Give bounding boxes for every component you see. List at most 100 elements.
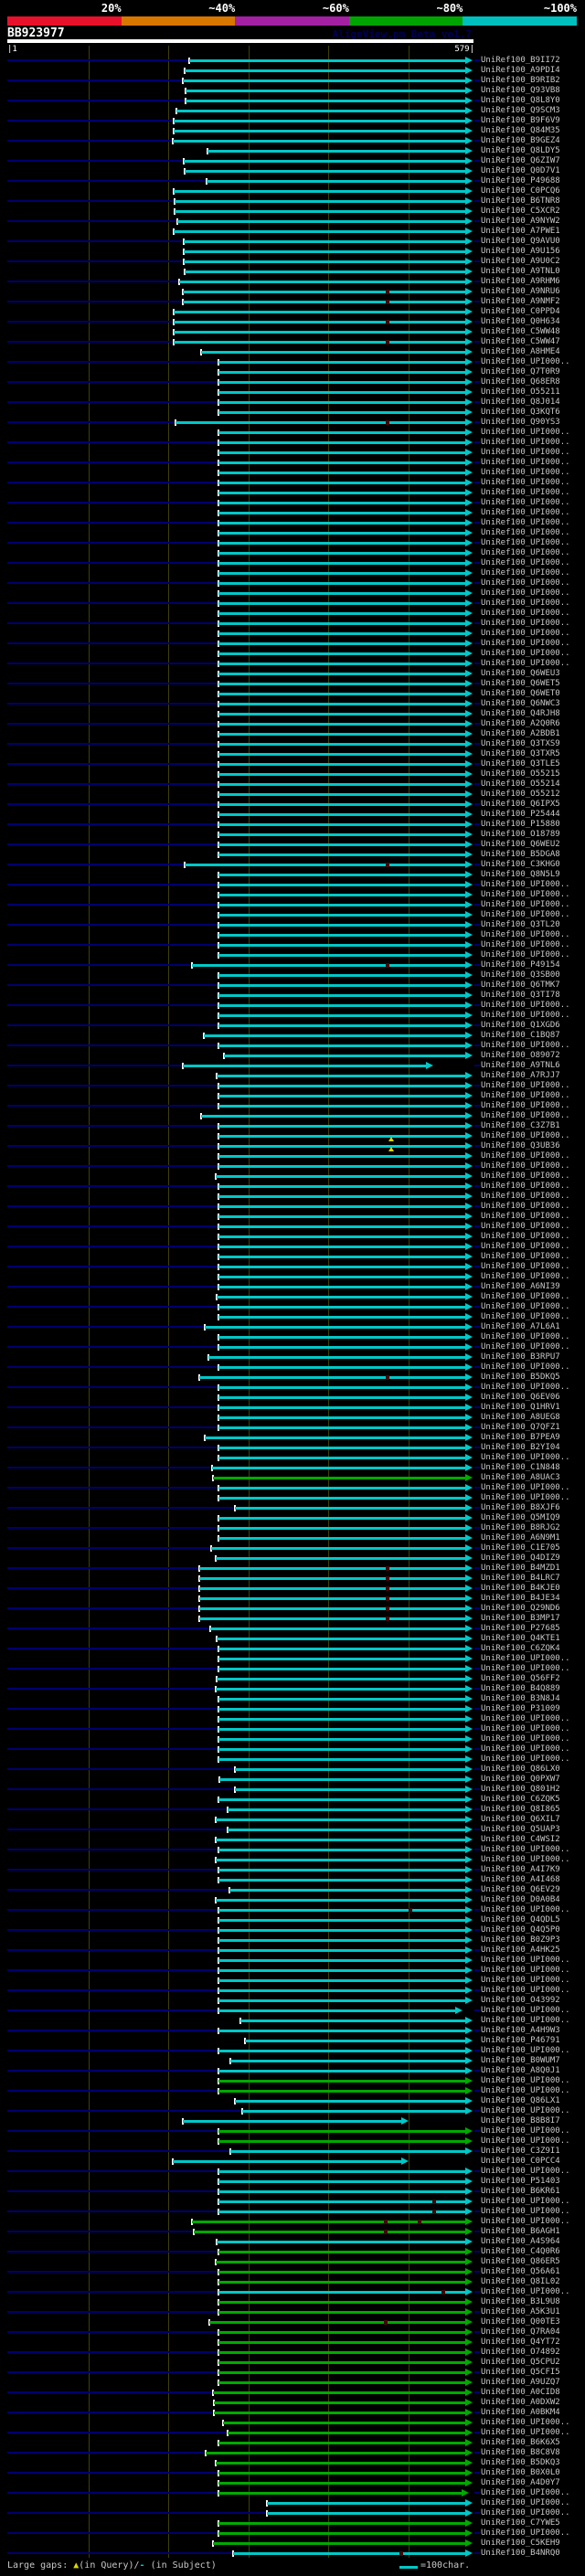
alignment-bar[interactable] — [218, 1938, 465, 1942]
hit-label[interactable]: UniRef100_A4S964 — [481, 2236, 560, 2246]
alignment-bar[interactable] — [234, 1506, 465, 1510]
hit-label[interactable]: UniRef100_UPI000.. — [481, 2427, 570, 2437]
hit-label[interactable]: UniRef100_P49154 — [481, 959, 560, 970]
hit-label[interactable]: UniRef100_Q56A61 — [481, 2266, 560, 2276]
hit-label[interactable]: UniRef100_B9F6V9 — [481, 115, 560, 125]
alignment-bar[interactable] — [218, 430, 465, 434]
alignment-bar[interactable] — [218, 440, 465, 444]
hit-label[interactable]: UniRef100_C7YWE5 — [481, 2518, 560, 2528]
alignment-bar[interactable] — [218, 1335, 465, 1339]
hit-label[interactable]: UniRef100_C1BQ87 — [481, 1030, 560, 1040]
alignment-bar[interactable] — [218, 551, 465, 555]
alignment-bar[interactable] — [218, 1918, 465, 1922]
hit-label[interactable]: UniRef100_Q93VB8 — [481, 85, 560, 95]
hit-label[interactable]: UniRef100_UPI000.. — [481, 1271, 570, 1281]
alignment-bar[interactable] — [222, 2421, 465, 2424]
hit-label[interactable]: UniRef100_A6N9M1 — [481, 1532, 560, 1542]
hit-label[interactable]: UniRef100_UPI000.. — [481, 1482, 570, 1492]
alignment-bar[interactable] — [218, 843, 465, 846]
alignment-bar[interactable] — [218, 380, 465, 384]
alignment-bar[interactable] — [218, 1848, 465, 1851]
hit-label[interactable]: UniRef100_UPI000.. — [481, 1301, 570, 1311]
hit-label[interactable]: UniRef100_UPI000.. — [481, 1251, 570, 1261]
alignment-bar[interactable] — [201, 350, 465, 354]
hit-label[interactable]: UniRef100_C5WW47 — [481, 336, 560, 346]
hit-label[interactable]: UniRef100_Q0PXW7 — [481, 1774, 560, 1784]
alignment-bar[interactable] — [199, 1596, 465, 1600]
alignment-bar[interactable] — [176, 109, 465, 112]
hit-label[interactable]: UniRef100_A5K3U1 — [481, 2306, 560, 2316]
alignment-bar[interactable] — [218, 652, 465, 655]
alignment-bar[interactable] — [218, 1315, 465, 1319]
hit-label[interactable]: UniRef100_B0WUM7 — [481, 2055, 560, 2065]
alignment-bar[interactable] — [218, 1446, 465, 1449]
hit-label[interactable]: UniRef100_B0X0L0 — [481, 2467, 560, 2477]
hit-label[interactable]: UniRef100_UPI000.. — [481, 1150, 570, 1161]
hit-label[interactable]: UniRef100_B4MZD1 — [481, 1563, 560, 1573]
alignment-bar[interactable] — [227, 1828, 465, 1831]
alignment-bar[interactable] — [218, 611, 465, 615]
alignment-bar[interactable] — [218, 1235, 465, 1238]
hit-label[interactable]: UniRef100_Q9AVU0 — [481, 236, 560, 246]
alignment-bar[interactable] — [218, 1747, 465, 1751]
hit-label[interactable]: UniRef100_Q84M35 — [481, 125, 560, 135]
alignment-bar[interactable] — [218, 511, 465, 514]
alignment-bar[interactable] — [205, 1436, 465, 1439]
alignment-bar[interactable] — [218, 1757, 465, 1761]
hit-label[interactable]: UniRef100_O55211 — [481, 387, 560, 397]
hit-label[interactable]: UniRef100_B6K6X5 — [481, 2437, 560, 2447]
alignment-bar[interactable] — [174, 229, 465, 233]
hit-label[interactable]: UniRef100_B8XJF6 — [481, 1502, 560, 1512]
hit-label[interactable]: UniRef100_B6TNR8 — [481, 196, 560, 206]
hit-label[interactable]: UniRef100_B3MP17 — [481, 1613, 560, 1623]
alignment-bar[interactable] — [174, 119, 465, 122]
alignment-bar[interactable] — [218, 1094, 465, 1097]
hit-label[interactable]: UniRef100_C3Z9I1 — [481, 2146, 560, 2156]
alignment-bar[interactable] — [218, 1968, 465, 1972]
hit-label[interactable]: UniRef100_UPI000.. — [481, 1713, 570, 1723]
hit-label[interactable]: UniRef100_Q5MIQ9 — [481, 1512, 560, 1522]
alignment-bar[interactable] — [216, 1637, 465, 1640]
alignment-bar[interactable] — [215, 2260, 465, 2263]
hit-label[interactable]: UniRef100_Q8L8Y0 — [481, 95, 560, 105]
alignment-bar[interactable] — [218, 1988, 465, 1992]
alignment-bar[interactable] — [218, 561, 465, 565]
alignment-bar[interactable] — [174, 129, 465, 133]
alignment-bar[interactable] — [183, 159, 465, 163]
alignment-bar[interactable] — [192, 963, 465, 967]
alignment-bar[interactable] — [218, 2521, 465, 2525]
alignment-bar[interactable] — [218, 802, 465, 806]
hit-label[interactable]: UniRef100_P51403 — [481, 2176, 560, 2186]
hit-label[interactable]: UniRef100_B4NRQ0 — [481, 2548, 560, 2558]
alignment-bar[interactable] — [218, 983, 465, 987]
alignment-bar[interactable] — [184, 169, 465, 173]
hit-label[interactable]: UniRef100_Q5CPU2 — [481, 2357, 560, 2367]
hit-label[interactable]: UniRef100_A4I468 — [481, 1874, 560, 1884]
hit-label[interactable]: UniRef100_A4HK25 — [481, 1945, 560, 1955]
alignment-bar[interactable] — [182, 2119, 401, 2123]
hit-label[interactable]: UniRef100_Q6XIL7 — [481, 1814, 560, 1824]
hit-label[interactable]: UniRef100_P49688 — [481, 175, 560, 186]
alignment-bar[interactable] — [218, 1144, 465, 1148]
hit-label[interactable]: UniRef100_Q1XGD6 — [481, 1020, 560, 1030]
alignment-bar[interactable] — [215, 2461, 465, 2465]
hit-label[interactable]: UniRef100_A7PWE1 — [481, 226, 560, 236]
hit-label[interactable]: UniRef100_A4I7K9 — [481, 1864, 560, 1874]
alignment-bar[interactable] — [218, 621, 465, 625]
hit-label[interactable]: UniRef100_Q6ZIW7 — [481, 155, 560, 165]
hit-label[interactable]: UniRef100_UPI000.. — [481, 1311, 570, 1321]
alignment-bar[interactable] — [218, 853, 465, 856]
hit-label[interactable]: UniRef100_O89072 — [481, 1050, 560, 1060]
alignment-bar[interactable] — [241, 2109, 465, 2113]
alignment-bar[interactable] — [218, 1536, 465, 1540]
alignment-bar[interactable] — [175, 209, 465, 213]
hit-label[interactable]: UniRef100_O55215 — [481, 769, 560, 779]
alignment-bar[interactable] — [227, 2431, 465, 2434]
alignment-bar[interactable] — [215, 1174, 465, 1178]
hit-label[interactable]: UniRef100_B4Q889 — [481, 1683, 560, 1693]
hit-label[interactable]: UniRef100_UPI000.. — [481, 527, 570, 537]
alignment-bar[interactable] — [172, 2159, 401, 2163]
alignment-bar[interactable] — [184, 69, 465, 72]
alignment-bar[interactable] — [218, 1878, 465, 1882]
alignment-bar[interactable] — [218, 1797, 465, 1801]
